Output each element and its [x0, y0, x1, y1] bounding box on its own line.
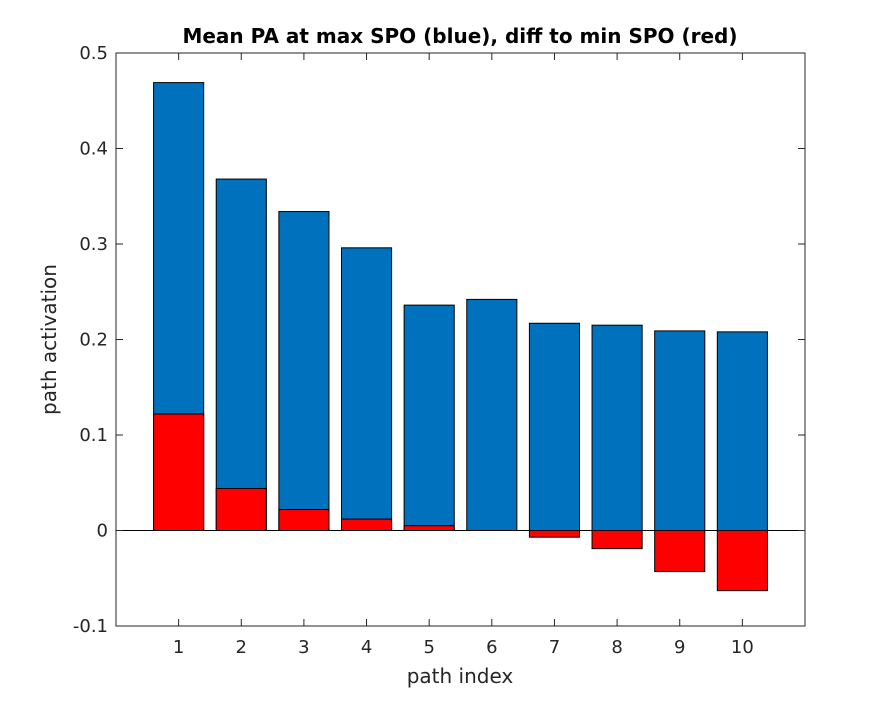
x-tick-label: 5 — [423, 637, 434, 658]
y-axis-ticks: -0.1 0 0.1 0.2 0.3 0.4 0.5 — [73, 43, 805, 637]
x-tick-label: 1 — [173, 637, 184, 658]
y-tick-label: 0.1 — [79, 425, 108, 446]
x-tick-label: 2 — [236, 637, 247, 658]
red-bar-3 — [278, 508, 330, 531]
x-tick-label: 9 — [674, 637, 685, 658]
x-axis-ticks: 1 2 3 4 5 6 7 8 9 10 — [173, 53, 754, 658]
red-bar-4 — [340, 518, 393, 531]
x-tick-label: 3 — [298, 637, 309, 658]
y-tick-label: 0.2 — [79, 330, 108, 351]
red-series-bars — [153, 413, 768, 592]
red-bar-10 — [716, 530, 768, 592]
y-tick-label: 0.5 — [79, 43, 108, 64]
red-bar-2 — [215, 487, 267, 532]
y-tick-label: -0.1 — [73, 616, 108, 637]
x-axis-label: path index — [407, 664, 514, 688]
x-tick-label: 7 — [549, 637, 560, 658]
y-tick-label: 0.4 — [79, 139, 108, 160]
blue-series-bars — [153, 82, 768, 532]
red-bar-8 — [591, 530, 643, 550]
blue-bar-9 — [654, 330, 706, 531]
blue-bar-4 — [340, 247, 393, 531]
blue-bar-6 — [466, 298, 518, 532]
y-tick-label: 0 — [97, 521, 108, 542]
x-tick-label: 4 — [361, 637, 372, 658]
blue-bar-2 — [215, 178, 267, 531]
x-tick-label: 10 — [731, 637, 754, 658]
blue-bar-7 — [528, 322, 581, 532]
blue-bar-3 — [278, 211, 330, 531]
blue-bar-5 — [403, 304, 455, 531]
red-bar-7 — [528, 530, 581, 538]
blue-bar-8 — [591, 324, 643, 531]
x-tick-label: 8 — [611, 637, 622, 658]
red-bar-1 — [153, 413, 205, 531]
chart-title: Mean PA at max SPO (blue), diff to min S… — [182, 24, 737, 48]
red-bar-5 — [403, 525, 455, 531]
blue-bar-10 — [716, 331, 768, 531]
red-bar-9 — [654, 530, 706, 573]
y-tick-label: 0.3 — [79, 234, 108, 255]
y-axis-label: path activation — [37, 264, 61, 415]
x-tick-label: 6 — [486, 637, 497, 658]
